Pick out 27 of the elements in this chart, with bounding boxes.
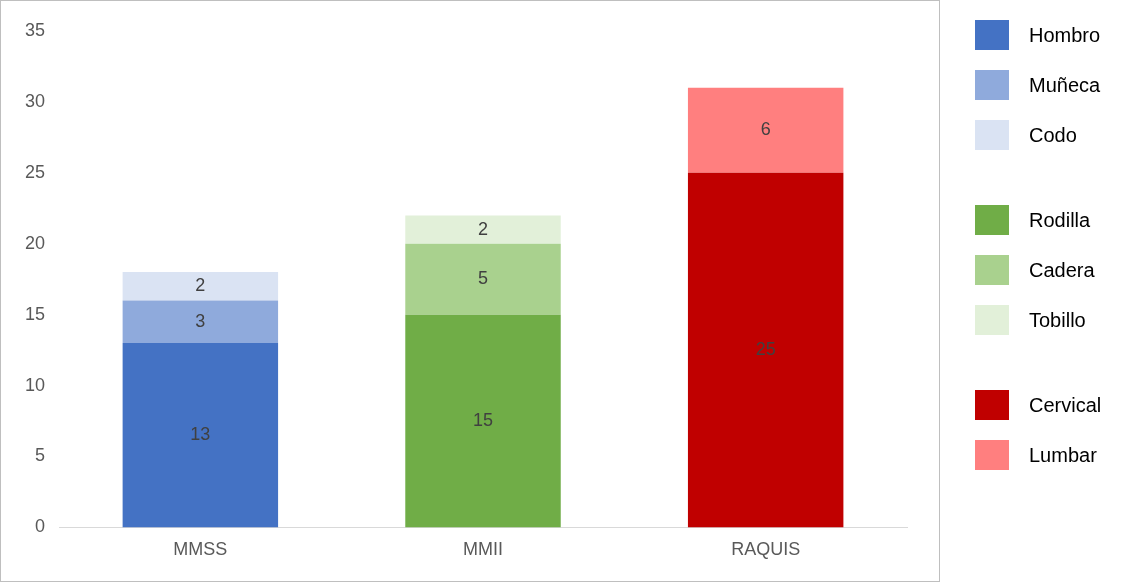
data-label: 5 bbox=[478, 268, 489, 289]
data-label: 6 bbox=[760, 119, 771, 140]
legend-label: Lumbar bbox=[1029, 443, 1097, 467]
data-label: 3 bbox=[195, 310, 206, 331]
legend-label: Muñeca bbox=[1029, 73, 1101, 97]
data-label: 15 bbox=[473, 410, 494, 430]
y-tick-label: 35 bbox=[24, 19, 46, 40]
data-label: 25 bbox=[755, 339, 776, 360]
x-tick-label: RAQUIS bbox=[731, 539, 801, 560]
legend-label: Cadera bbox=[1029, 258, 1095, 282]
y-tick-label: 25 bbox=[24, 161, 46, 182]
y-tick-label: 0 bbox=[35, 516, 46, 537]
legend-label: Cervical bbox=[1029, 393, 1102, 417]
legend-label: Codo bbox=[1029, 123, 1077, 147]
y-tick-label: 30 bbox=[24, 90, 46, 111]
legend-label: Hombro bbox=[1029, 23, 1101, 47]
x-tick-label: MMSS bbox=[173, 539, 228, 560]
y-tick-label: 10 bbox=[24, 374, 46, 395]
y-tick-label: 15 bbox=[24, 303, 46, 324]
legend-label: Tobillo bbox=[1029, 308, 1086, 332]
y-tick-label: 5 bbox=[35, 445, 46, 466]
data-label: 2 bbox=[478, 218, 489, 239]
data-label: 13 bbox=[190, 424, 211, 445]
data-label: 2 bbox=[195, 275, 206, 296]
legend-label: Rodilla bbox=[1029, 208, 1091, 232]
y-tick-label: 20 bbox=[24, 232, 46, 253]
x-tick-label: MMII bbox=[463, 539, 504, 560]
